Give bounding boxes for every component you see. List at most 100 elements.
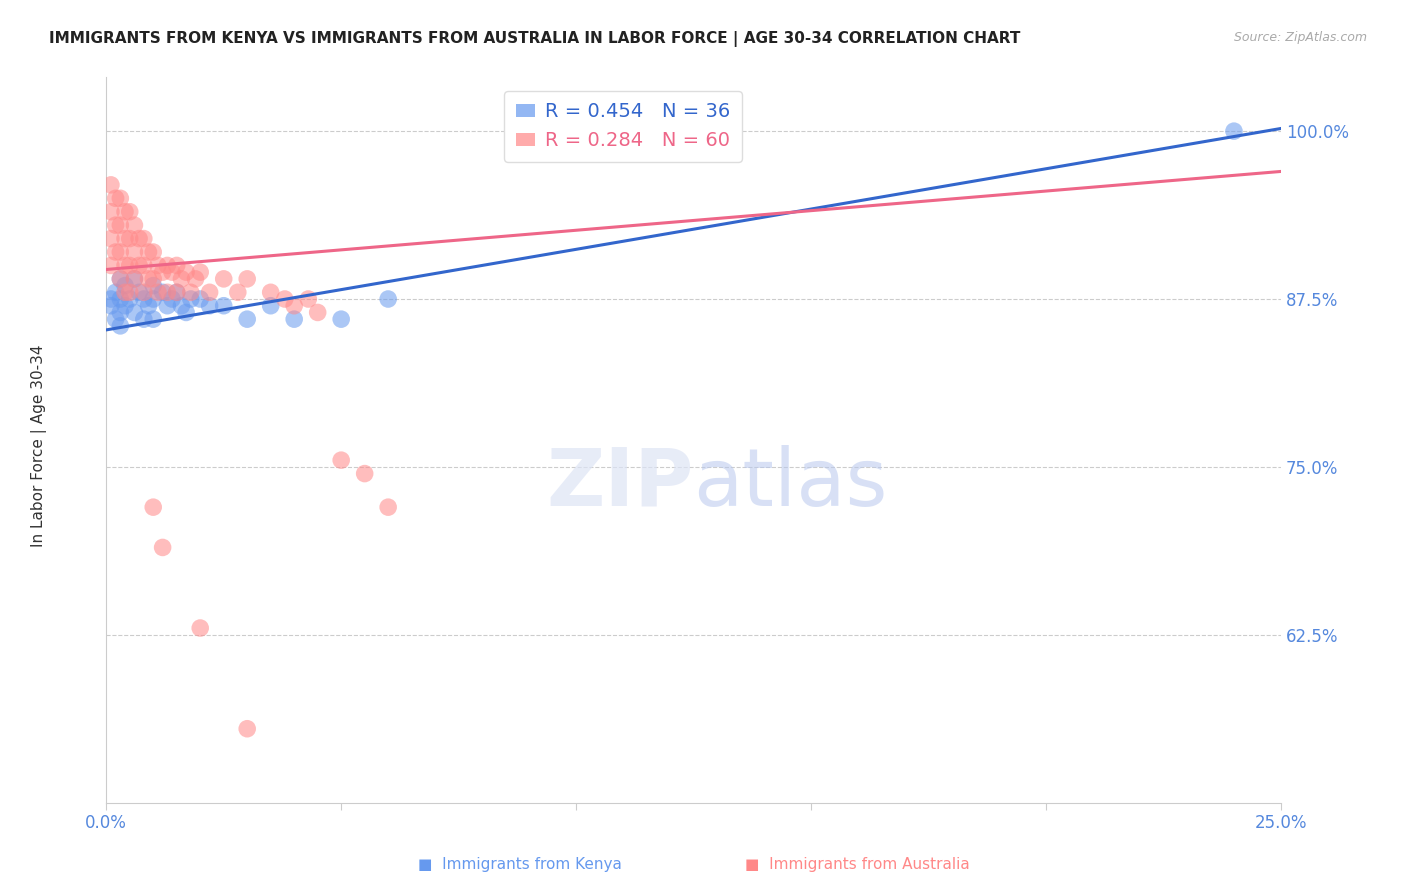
Point xyxy=(138,299,160,313)
Point xyxy=(128,259,150,273)
Point xyxy=(260,285,283,300)
Point xyxy=(184,272,207,286)
Point xyxy=(142,500,165,515)
Point xyxy=(132,231,155,245)
Point xyxy=(104,191,127,205)
Point xyxy=(142,312,165,326)
Point xyxy=(212,272,235,286)
Point xyxy=(100,292,122,306)
Point xyxy=(124,272,146,286)
Point xyxy=(166,259,188,273)
Point xyxy=(114,299,136,313)
Point xyxy=(297,292,319,306)
Point xyxy=(118,204,141,219)
Point xyxy=(114,231,136,245)
Point xyxy=(188,292,211,306)
Point xyxy=(377,292,399,306)
Point xyxy=(170,272,193,286)
Point xyxy=(236,722,259,736)
Point xyxy=(160,265,183,279)
Point xyxy=(104,245,127,260)
Point xyxy=(100,178,122,192)
Point xyxy=(236,272,259,286)
Point xyxy=(110,218,132,232)
Point xyxy=(152,265,174,279)
Point xyxy=(132,259,155,273)
Point xyxy=(114,204,136,219)
Point xyxy=(104,312,127,326)
Text: ■  Immigrants from Australia: ■ Immigrants from Australia xyxy=(745,857,970,872)
Point xyxy=(132,285,155,300)
Point xyxy=(110,292,132,306)
Point xyxy=(160,292,183,306)
Point xyxy=(156,285,179,300)
Point xyxy=(132,312,155,326)
Point xyxy=(307,305,329,319)
Text: ZIP: ZIP xyxy=(547,444,693,523)
Point xyxy=(146,259,169,273)
Point xyxy=(152,541,174,555)
Point xyxy=(138,272,160,286)
Point xyxy=(110,305,132,319)
Point xyxy=(110,191,132,205)
Point xyxy=(283,312,305,326)
Point xyxy=(1223,124,1246,138)
Point xyxy=(118,231,141,245)
Point xyxy=(132,292,155,306)
Point xyxy=(156,259,179,273)
Point xyxy=(330,453,353,467)
Text: IMMIGRANTS FROM KENYA VS IMMIGRANTS FROM AUSTRALIA IN LABOR FORCE | AGE 30-34 CO: IMMIGRANTS FROM KENYA VS IMMIGRANTS FROM… xyxy=(49,31,1021,47)
Text: Source: ZipAtlas.com: Source: ZipAtlas.com xyxy=(1233,31,1367,45)
Point xyxy=(166,285,188,300)
Point xyxy=(330,312,353,326)
Point xyxy=(110,272,132,286)
Point xyxy=(118,259,141,273)
Point xyxy=(142,278,165,293)
Point xyxy=(114,285,136,300)
Point xyxy=(110,245,132,260)
Point xyxy=(124,272,146,286)
Point xyxy=(104,285,127,300)
Point xyxy=(124,305,146,319)
Text: atlas: atlas xyxy=(693,444,889,523)
Point xyxy=(146,285,169,300)
Point xyxy=(188,621,211,635)
Point xyxy=(156,299,179,313)
Point xyxy=(170,299,193,313)
Point xyxy=(198,285,221,300)
Point xyxy=(377,500,399,515)
Text: ■  Immigrants from Kenya: ■ Immigrants from Kenya xyxy=(418,857,623,872)
Point xyxy=(236,312,259,326)
Point xyxy=(124,245,146,260)
Point xyxy=(114,259,136,273)
Point xyxy=(100,299,122,313)
Point xyxy=(142,245,165,260)
Point xyxy=(110,318,132,333)
Point xyxy=(100,231,122,245)
Point xyxy=(128,285,150,300)
Legend: R = 0.454   N = 36, R = 0.284   N = 60: R = 0.454 N = 36, R = 0.284 N = 60 xyxy=(505,91,742,161)
Point xyxy=(138,245,160,260)
Point xyxy=(100,259,122,273)
Point xyxy=(128,231,150,245)
Point xyxy=(174,305,197,319)
Point xyxy=(118,292,141,306)
Point xyxy=(142,272,165,286)
Point xyxy=(174,265,197,279)
Point xyxy=(198,299,221,313)
Point xyxy=(124,218,146,232)
Point xyxy=(142,292,165,306)
Point xyxy=(104,218,127,232)
Point xyxy=(180,285,202,300)
Point xyxy=(114,278,136,293)
Point xyxy=(180,292,202,306)
Point xyxy=(283,299,305,313)
Text: In Labor Force | Age 30-34: In Labor Force | Age 30-34 xyxy=(31,344,48,548)
Point xyxy=(166,285,188,300)
Point xyxy=(212,299,235,313)
Point xyxy=(152,285,174,300)
Point xyxy=(100,204,122,219)
Point xyxy=(260,299,283,313)
Point xyxy=(274,292,297,306)
Point xyxy=(353,467,375,481)
